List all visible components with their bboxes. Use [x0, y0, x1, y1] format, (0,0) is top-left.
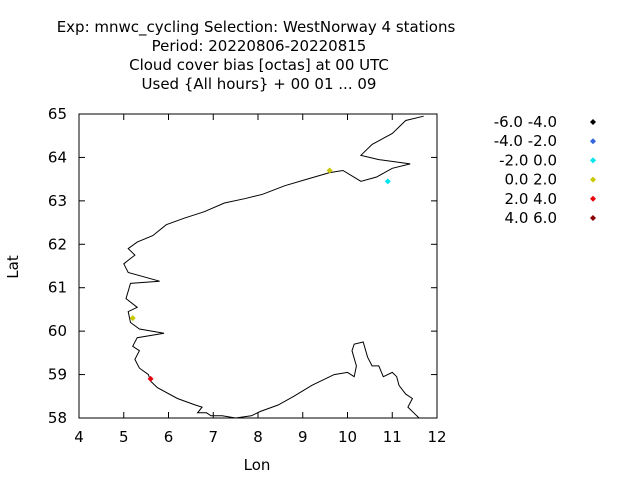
legend-marker	[590, 176, 596, 183]
station-point	[129, 315, 136, 322]
legend-label: -4.0 -2.0	[494, 132, 557, 150]
legend-marker	[590, 215, 596, 221]
coastline-map	[123, 115, 424, 419]
title-line-2: Period: 20220806-20220815	[152, 37, 367, 55]
station-point	[384, 178, 391, 185]
y-tick-label: 64	[48, 148, 67, 166]
x-tick-label: 6	[164, 428, 174, 446]
y-tick-label: 65	[48, 105, 67, 123]
legend-marker	[590, 119, 596, 125]
x-tick-label: 11	[383, 428, 402, 446]
y-tick-label: 61	[48, 279, 67, 297]
station-point	[147, 375, 154, 382]
x-axis-label: Lon	[244, 456, 271, 474]
y-tick-label: 59	[48, 366, 67, 384]
station-points	[129, 167, 391, 382]
x-tick-label: 8	[253, 428, 263, 446]
chart-title: Exp: mnwc_cycling Selection: WestNorway …	[57, 18, 456, 93]
station-point	[326, 167, 333, 174]
y-tick-label: 62	[48, 235, 67, 253]
legend-label: 0.0 2.0	[505, 171, 557, 189]
y-axis-label: Lat	[4, 255, 22, 279]
legend-label: 2.0 4.0	[505, 190, 557, 208]
y-tick-label: 58	[48, 409, 67, 427]
coastline-1	[150, 341, 420, 419]
y-tick-label: 63	[48, 192, 67, 210]
legend-marker	[590, 138, 596, 145]
x-tick-label: 12	[427, 428, 446, 446]
x-tick-label: 10	[338, 428, 357, 446]
legend: -6.0 -4.0-4.0 -2.0-2.0 0.0 0.0 2.02.0 4.0…	[494, 113, 596, 227]
x-tick-label: 4	[74, 428, 84, 446]
x-tick-label: 9	[298, 428, 308, 446]
legend-label: 4.0 6.0	[505, 209, 557, 227]
legend-marker	[590, 195, 596, 202]
legend-label: -2.0 0.0	[499, 151, 557, 169]
plot-frame	[78, 113, 438, 419]
y-tick-label: 60	[48, 322, 67, 340]
axes: 4 5 6 7 8 9 10 11 12 58 59 60 61 62 63 64 65	[48, 105, 447, 446]
title-line-4: Used {All hours} + 00 01 ... 09	[142, 75, 377, 93]
x-tick-label: 7	[208, 428, 218, 446]
legend-label: -6.0 -4.0	[494, 113, 557, 131]
legend-marker	[590, 157, 596, 164]
coastline-2	[123, 115, 424, 382]
title-line-1: Exp: mnwc_cycling Selection: WestNorway …	[57, 18, 456, 37]
title-line-3: Cloud cover bias [octas] at 00 UTC	[129, 56, 389, 74]
x-tick-label: 5	[119, 428, 129, 446]
